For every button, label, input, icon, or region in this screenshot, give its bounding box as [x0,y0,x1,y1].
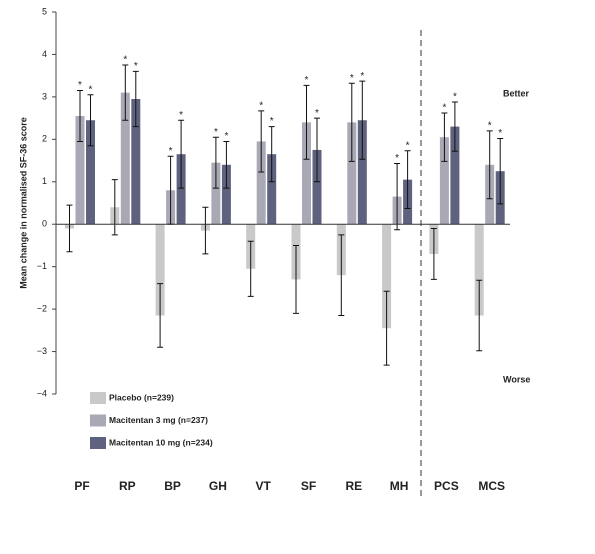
significance-marker: * [89,84,93,95]
significance-marker: * [350,73,354,84]
bar [357,120,367,225]
error-bar [66,204,73,253]
bar [439,137,449,225]
x-tick-label: VT [256,479,272,493]
significance-marker: * [488,120,492,131]
error-bar [268,126,275,183]
bar [256,141,266,225]
legend-label: Macitentan 3 mg (n=237) [109,415,208,425]
bar [382,224,392,329]
significance-marker: * [78,80,82,91]
significance-marker: * [395,153,399,164]
bar [474,224,484,316]
significance-marker: * [179,110,183,121]
x-tick-label: MH [390,479,409,493]
significance-marker: * [442,103,446,114]
x-tick-label: MCS [478,479,505,493]
bar [155,224,165,316]
significance-marker: * [498,128,502,139]
error-bar [497,137,504,205]
error-bar [111,179,118,236]
bar [120,92,130,225]
y-tick-label: 4 [42,49,47,59]
significance-marker: * [169,146,173,157]
error-bar [476,279,483,352]
y-tick-label: 2 [42,134,47,144]
annotation: Better [503,88,530,98]
error-bar [157,283,164,348]
significance-marker: * [224,131,228,142]
significance-marker: * [305,75,309,86]
bar [131,99,141,225]
legend-label: Placebo (n=239) [109,392,174,402]
x-tick-label: SF [301,479,316,493]
y-tick-label: 1 [42,176,47,186]
y-tick-label: −3 [37,346,47,356]
significance-marker: * [453,92,457,103]
error-bar [247,240,254,297]
significance-marker: * [270,116,274,127]
y-tick-label: −2 [37,303,47,313]
significance-marker: * [134,61,138,72]
x-tick-label: RP [119,479,136,493]
legend-swatch [90,437,106,449]
bar [221,164,231,225]
error-bar [486,130,493,200]
bar [86,120,95,225]
x-tick-label: RE [345,479,362,493]
error-bar [178,119,185,189]
bar [312,149,322,225]
legend-swatch [90,392,106,404]
error-bar [132,70,139,128]
error-bar [404,150,411,210]
error-bar [258,110,265,173]
error-bar [303,84,310,160]
y-tick-label: 5 [42,6,47,16]
error-bar [223,140,230,189]
bar [211,162,221,225]
error-bar [87,94,94,147]
error-bar [394,163,401,231]
x-tick-label: PF [74,479,89,493]
y-tick-label: −1 [37,261,47,271]
legend-label: Macitentan 10 mg (n=234) [109,437,213,447]
significance-marker: * [315,108,319,119]
significance-marker: * [123,55,127,66]
significance-marker: * [406,140,410,151]
error-bar [383,290,390,366]
annotation: Worse [503,374,530,384]
x-tick-label: GH [209,479,227,493]
error-bar [293,244,299,314]
legend-swatch [90,414,106,427]
error-bar [430,227,437,280]
error-bar [202,206,209,255]
error-bar [338,234,345,316]
significance-marker: * [214,127,218,138]
bar [347,122,357,225]
bar [267,154,277,225]
bar [302,122,311,225]
error-bar [77,90,83,142]
x-tick-label: PCS [434,479,459,493]
error-bar [212,136,219,189]
significance-marker: * [259,101,263,112]
error-bar [441,112,448,162]
error-bar [359,80,366,160]
error-bar [314,117,320,183]
error-bar [348,82,355,162]
bar [75,115,85,225]
y-tick-label: −4 [37,388,47,398]
bar [450,126,460,225]
y-tick-label: 3 [42,91,47,101]
y-axis-label: Mean change in normalised SF-36 score [18,117,28,289]
x-tick-label: BP [164,479,181,493]
error-bar [451,101,458,152]
error-bar [122,64,129,121]
significance-marker: * [360,71,364,82]
bar [176,154,186,225]
y-tick-label: 0 [42,219,47,229]
